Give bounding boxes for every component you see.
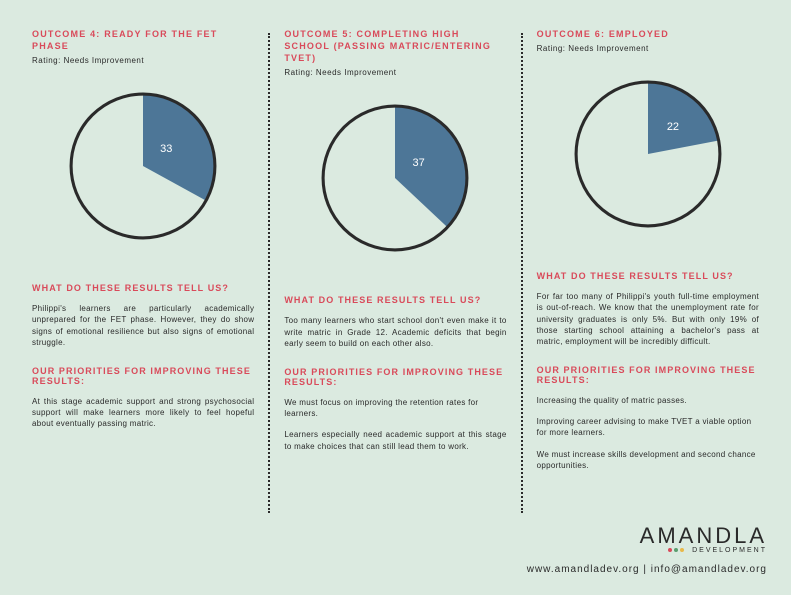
column-outcome-4: OUTCOME 4: READY FOR THE FET PHASE Ratin… xyxy=(18,28,268,513)
dot-icon xyxy=(668,548,672,552)
column-outcome-5: OUTCOME 5: COMPLETING HIGH SCHOOL (PASSI… xyxy=(270,28,520,513)
question-heading: WHAT DO THESE RESULTS TELL US? xyxy=(284,295,506,305)
body-text: Improving career advising to make TVET a… xyxy=(537,416,759,438)
chart-wrap: 37 xyxy=(284,95,506,277)
chart-value-label: 37 xyxy=(412,157,424,169)
priorities-heading: OUR PRIORITIES FOR IMPROVING THESE RESUL… xyxy=(32,366,254,386)
rating-text: Rating: Needs Improvement xyxy=(32,56,254,65)
body-text: We must increase skills development and … xyxy=(537,449,759,471)
outcome-title: OUTCOME 6: EMPLOYED xyxy=(537,28,759,40)
outcome-title: OUTCOME 5: COMPLETING HIGH SCHOOL (PASSI… xyxy=(284,28,506,64)
rating-text: Rating: Needs Improvement xyxy=(537,44,759,53)
dot-icon xyxy=(674,548,678,552)
body-text: At this stage academic support and stron… xyxy=(32,396,254,430)
body-text: Increasing the quality of matric passes. xyxy=(537,395,759,406)
pie-chart: 37 xyxy=(320,103,470,253)
brand-name: AMANDLA xyxy=(640,523,767,548)
body-text: For far too many of Philippi's youth ful… xyxy=(537,291,759,347)
priorities-heading: OUR PRIORITIES FOR IMPROVING THESE RESUL… xyxy=(284,367,506,387)
brand-dots xyxy=(668,548,684,552)
chart-value-label: 22 xyxy=(667,121,679,133)
body-text: Philippi's learners are particularly aca… xyxy=(32,303,254,348)
chart-wrap: 33 xyxy=(32,83,254,265)
priorities-heading: OUR PRIORITIES FOR IMPROVING THESE RESUL… xyxy=(537,365,759,385)
pie-chart: 22 xyxy=(573,79,723,229)
brand-sub-text: DEVELOPMENT xyxy=(692,547,767,554)
page: OUTCOME 4: READY FOR THE FET PHASE Ratin… xyxy=(0,0,791,513)
body-text: Too many learners who start school don't… xyxy=(284,315,506,349)
footer: AMANDLA DEVELOPMENT www.amandladev.org |… xyxy=(527,523,767,575)
rating-text: Rating: Needs Improvement xyxy=(284,68,506,77)
body-text: Learners especially need academic suppor… xyxy=(284,429,506,451)
outcome-title: OUTCOME 4: READY FOR THE FET PHASE xyxy=(32,28,254,52)
contact-line: www.amandladev.org | info@amandladev.org xyxy=(527,564,767,575)
brand-logo: AMANDLA xyxy=(527,523,767,549)
question-heading: WHAT DO THESE RESULTS TELL US? xyxy=(32,283,254,293)
body-text: We must focus on improving the retention… xyxy=(284,397,506,419)
column-outcome-6: OUTCOME 6: EMPLOYED Rating: Needs Improv… xyxy=(523,28,773,513)
dot-icon xyxy=(680,548,684,552)
chart-value-label: 33 xyxy=(160,143,172,155)
question-heading: WHAT DO THESE RESULTS TELL US? xyxy=(537,271,759,281)
pie-chart: 33 xyxy=(68,91,218,241)
chart-wrap: 22 xyxy=(537,71,759,253)
